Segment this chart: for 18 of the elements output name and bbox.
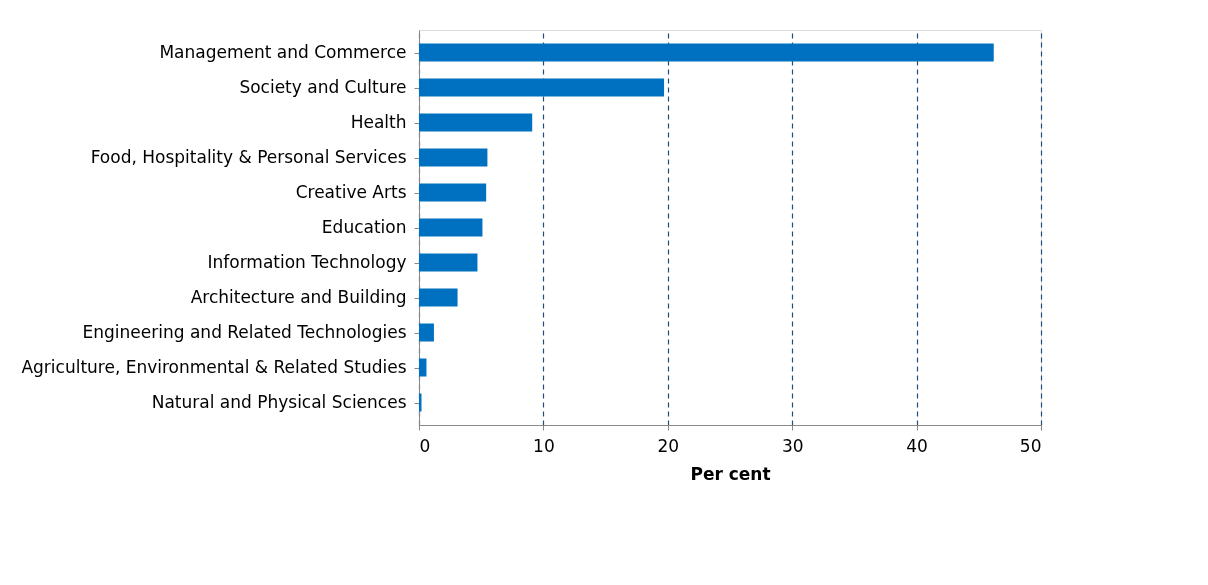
x-tick-label: 10 [533,435,555,456]
x-tick-label: 30 [781,435,804,456]
y-tick-label: Food, Hospitality & Personal Services [90,147,407,167]
y-tick-label: Management and Commerce [159,42,407,62]
x-tick-label: 50 [1019,435,1042,456]
y-tick-label: Engineering and Related Technologies [82,322,407,342]
y-tick-label: Education [321,217,407,237]
y-tick-label: Natural and Physical Sciences [151,392,407,412]
y-tick-label: Information Technology [207,252,407,272]
x-tick-label: 0 [419,435,431,456]
x-axis-title: Per cent [690,463,771,484]
y-tick-label: Health [350,112,407,132]
x-tick-label: 20 [657,435,680,456]
x-tick-label: 40 [906,435,928,456]
y-tick-label: Society and Culture [239,77,407,97]
y-tick-label: Architecture and Building [190,287,407,307]
y-tick-label: Agriculture, Environmental & Related Studies [21,357,407,377]
y-tick-label: Creative Arts [295,182,407,202]
